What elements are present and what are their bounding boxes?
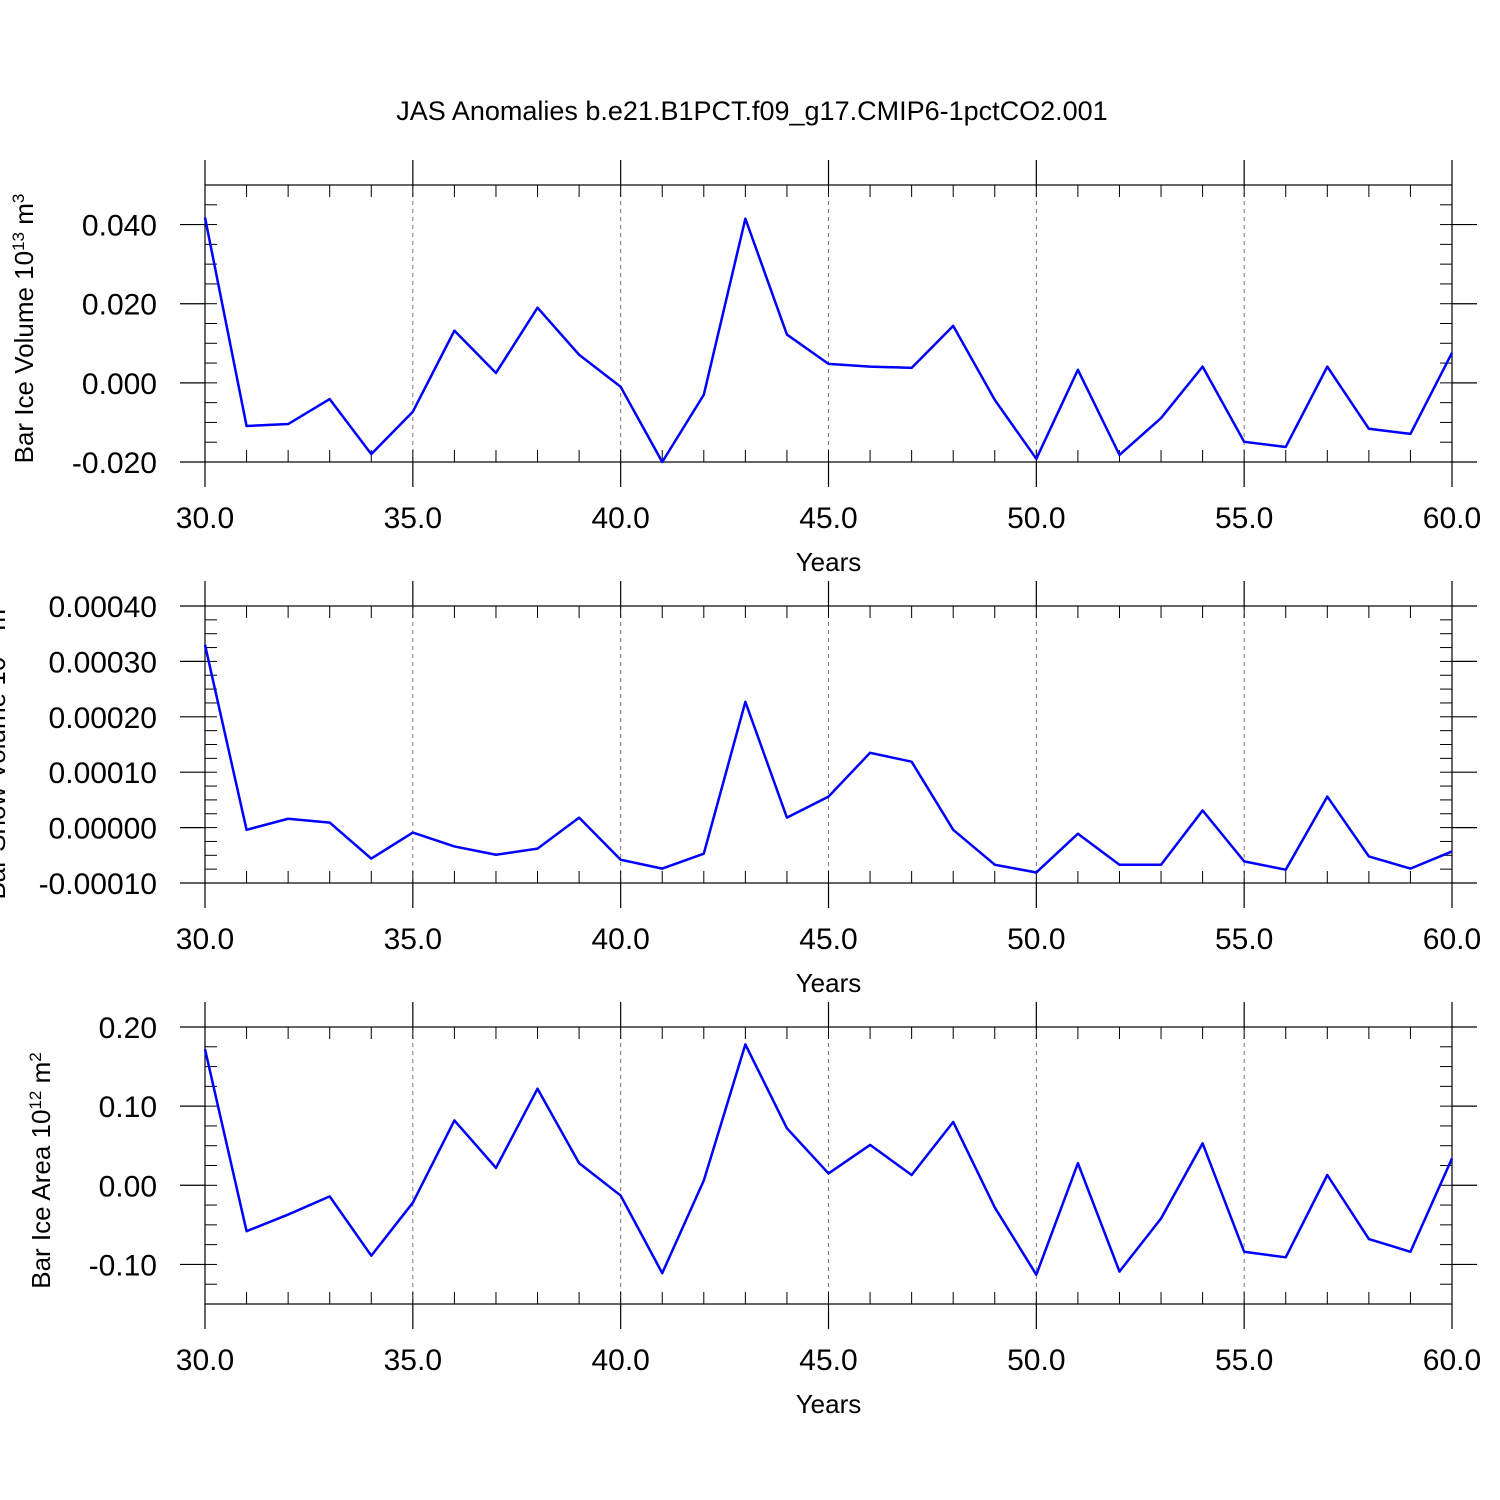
x-tick-label: 40.0 bbox=[591, 1344, 649, 1377]
y-tick-label: 0.000 bbox=[82, 368, 157, 401]
x-tick-label: 35.0 bbox=[384, 502, 442, 535]
x-tick-label: 55.0 bbox=[1215, 923, 1273, 956]
x-tick-label: 55.0 bbox=[1215, 502, 1273, 535]
x-tick-label: 40.0 bbox=[591, 923, 649, 956]
y-tick-label: 0.00020 bbox=[49, 702, 157, 735]
y-tick-label: 0.020 bbox=[82, 289, 157, 322]
y-tick-label: -0.020 bbox=[72, 447, 157, 480]
y-axis-title: Bar Ice Area 1012 m2 bbox=[26, 1052, 57, 1289]
y-axis-title-text: Bar Ice Area 10 bbox=[26, 1110, 56, 1289]
y-tick-label: 0.20 bbox=[99, 1012, 157, 1045]
panel: 30.0 35.0 40.0 45.0 50.0 55.0 60.0 Years -0.0001… bbox=[0, 581, 1481, 998]
y-tick-label: 0.00000 bbox=[49, 813, 157, 846]
y-tick-label: -0.10 bbox=[89, 1249, 157, 1282]
x-axis-title: Years bbox=[796, 968, 862, 998]
figure-title: JAS Anomalies b.e21.B1PCT.f09_g17.CMIP6-… bbox=[396, 96, 1107, 126]
x-tick-label: 35.0 bbox=[384, 923, 442, 956]
x-tick-label: 50.0 bbox=[1007, 923, 1065, 956]
x-tick-label: 60.0 bbox=[1423, 1344, 1481, 1377]
y-axis-title-exponent: 12 bbox=[26, 1091, 45, 1110]
x-tick-label: 45.0 bbox=[799, 502, 857, 535]
x-tick-label: 30.0 bbox=[176, 502, 234, 535]
y-tick-label: 0.10 bbox=[99, 1091, 157, 1124]
data-line bbox=[203, 644, 1453, 874]
x-tick-label: 45.0 bbox=[799, 923, 857, 956]
x-tick-label: 50.0 bbox=[1007, 502, 1065, 535]
x-tick-label: 45.0 bbox=[799, 1344, 857, 1377]
data-line bbox=[203, 1043, 1454, 1276]
x-axis-title: Years bbox=[796, 1389, 862, 1419]
y-axis-title-exponent: 13 bbox=[9, 232, 28, 251]
y-axis-title: Bar Ice Volume 1013 m3 bbox=[9, 194, 40, 464]
x-axis-title: Years bbox=[796, 547, 862, 577]
x-tick-label: 50.0 bbox=[1007, 1344, 1065, 1377]
y-tick-label: 0.00040 bbox=[49, 591, 157, 624]
x-tick-label: 35.0 bbox=[384, 1344, 442, 1377]
data-line bbox=[203, 217, 1454, 464]
y-tick-label: 0.00 bbox=[99, 1170, 157, 1203]
y-axis-title-unit-exponent: 3 bbox=[9, 194, 28, 203]
y-axis-title-unit: m bbox=[9, 203, 39, 232]
x-tick-label: 60.0 bbox=[1423, 923, 1481, 956]
y-axis-title: Bar Snow Volume 1013 m3 bbox=[0, 599, 11, 899]
y-axis-title-unit: m bbox=[26, 1062, 56, 1091]
y-axis-title-text: Bar Snow Volume 10 bbox=[0, 657, 11, 900]
y-axis-title-unit-exponent: 2 bbox=[26, 1052, 45, 1061]
y-tick-label: 0.040 bbox=[82, 210, 157, 243]
y-tick-label: 0.00030 bbox=[49, 646, 157, 679]
panel: 30.0 35.0 40.0 45.0 50.0 55.0 60.0 Years -0.020 0… bbox=[9, 160, 1481, 577]
x-tick-label: 60.0 bbox=[1423, 502, 1481, 535]
y-tick-label: -0.00010 bbox=[39, 868, 157, 901]
x-tick-label: 30.0 bbox=[176, 923, 234, 956]
panel: 30.0 35.0 40.0 45.0 50.0 55.0 60.0 Years -0.10 0.… bbox=[26, 1002, 1481, 1419]
y-axis-title-unit: m bbox=[0, 609, 11, 638]
x-tick-label: 30.0 bbox=[176, 1344, 234, 1377]
y-axis-title-text: Bar Ice Volume 10 bbox=[9, 251, 39, 463]
x-tick-label: 55.0 bbox=[1215, 1344, 1273, 1377]
x-tick-label: 40.0 bbox=[591, 502, 649, 535]
y-tick-label: 0.00010 bbox=[49, 757, 157, 790]
